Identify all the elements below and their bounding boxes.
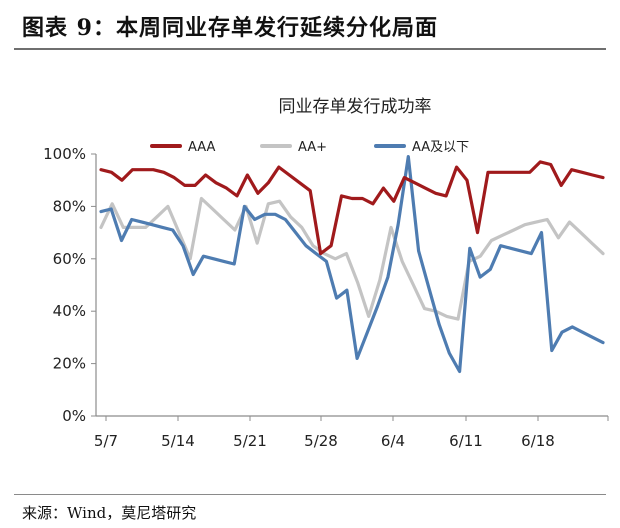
x-tick-label: 5/21: [233, 432, 267, 450]
x-tick-label: 6/18: [521, 432, 555, 450]
source-note: 来源：Wind，莫尼塔研究: [22, 504, 197, 522]
y-tick-label: 20%: [53, 355, 86, 373]
y-tick-label: 60%: [53, 250, 86, 268]
series-line-aa-and-below: [99, 155, 605, 374]
figure-caption: 图表 9：本周同业存单发行延续分化局面: [22, 15, 438, 41]
x-tick-label: 5/14: [161, 432, 195, 450]
y-tick-label: 0%: [62, 407, 86, 425]
x-tick-label: 6/11: [449, 432, 483, 450]
x-tick-label: 6/4: [381, 432, 405, 450]
y-tick-label: 100%: [43, 145, 86, 163]
legend-label: AA+: [298, 140, 327, 155]
legend-label: AAA: [188, 140, 216, 155]
source-divider: [14, 494, 606, 495]
legend-label: AA及以下: [412, 140, 469, 155]
chart-series: [99, 155, 605, 374]
x-tick-label: 5/7: [94, 432, 118, 450]
y-tick-label: 80%: [53, 197, 86, 215]
chart-legend: AAA AA+ AA及以下: [150, 140, 469, 155]
series-line-aaa: [99, 160, 605, 256]
y-tick-label: 40%: [53, 302, 86, 320]
chart-title: 同业存单发行成功率: [279, 97, 432, 117]
x-tick-label: 5/28: [304, 432, 338, 450]
chart-axes: 0% 20% 40% 60% 80% 100% 5/7 5/14 5/21 5/28 6/4 6/11…: [43, 145, 609, 450]
caption-divider: [14, 48, 606, 50]
series-line-aa-plus: [99, 196, 605, 321]
